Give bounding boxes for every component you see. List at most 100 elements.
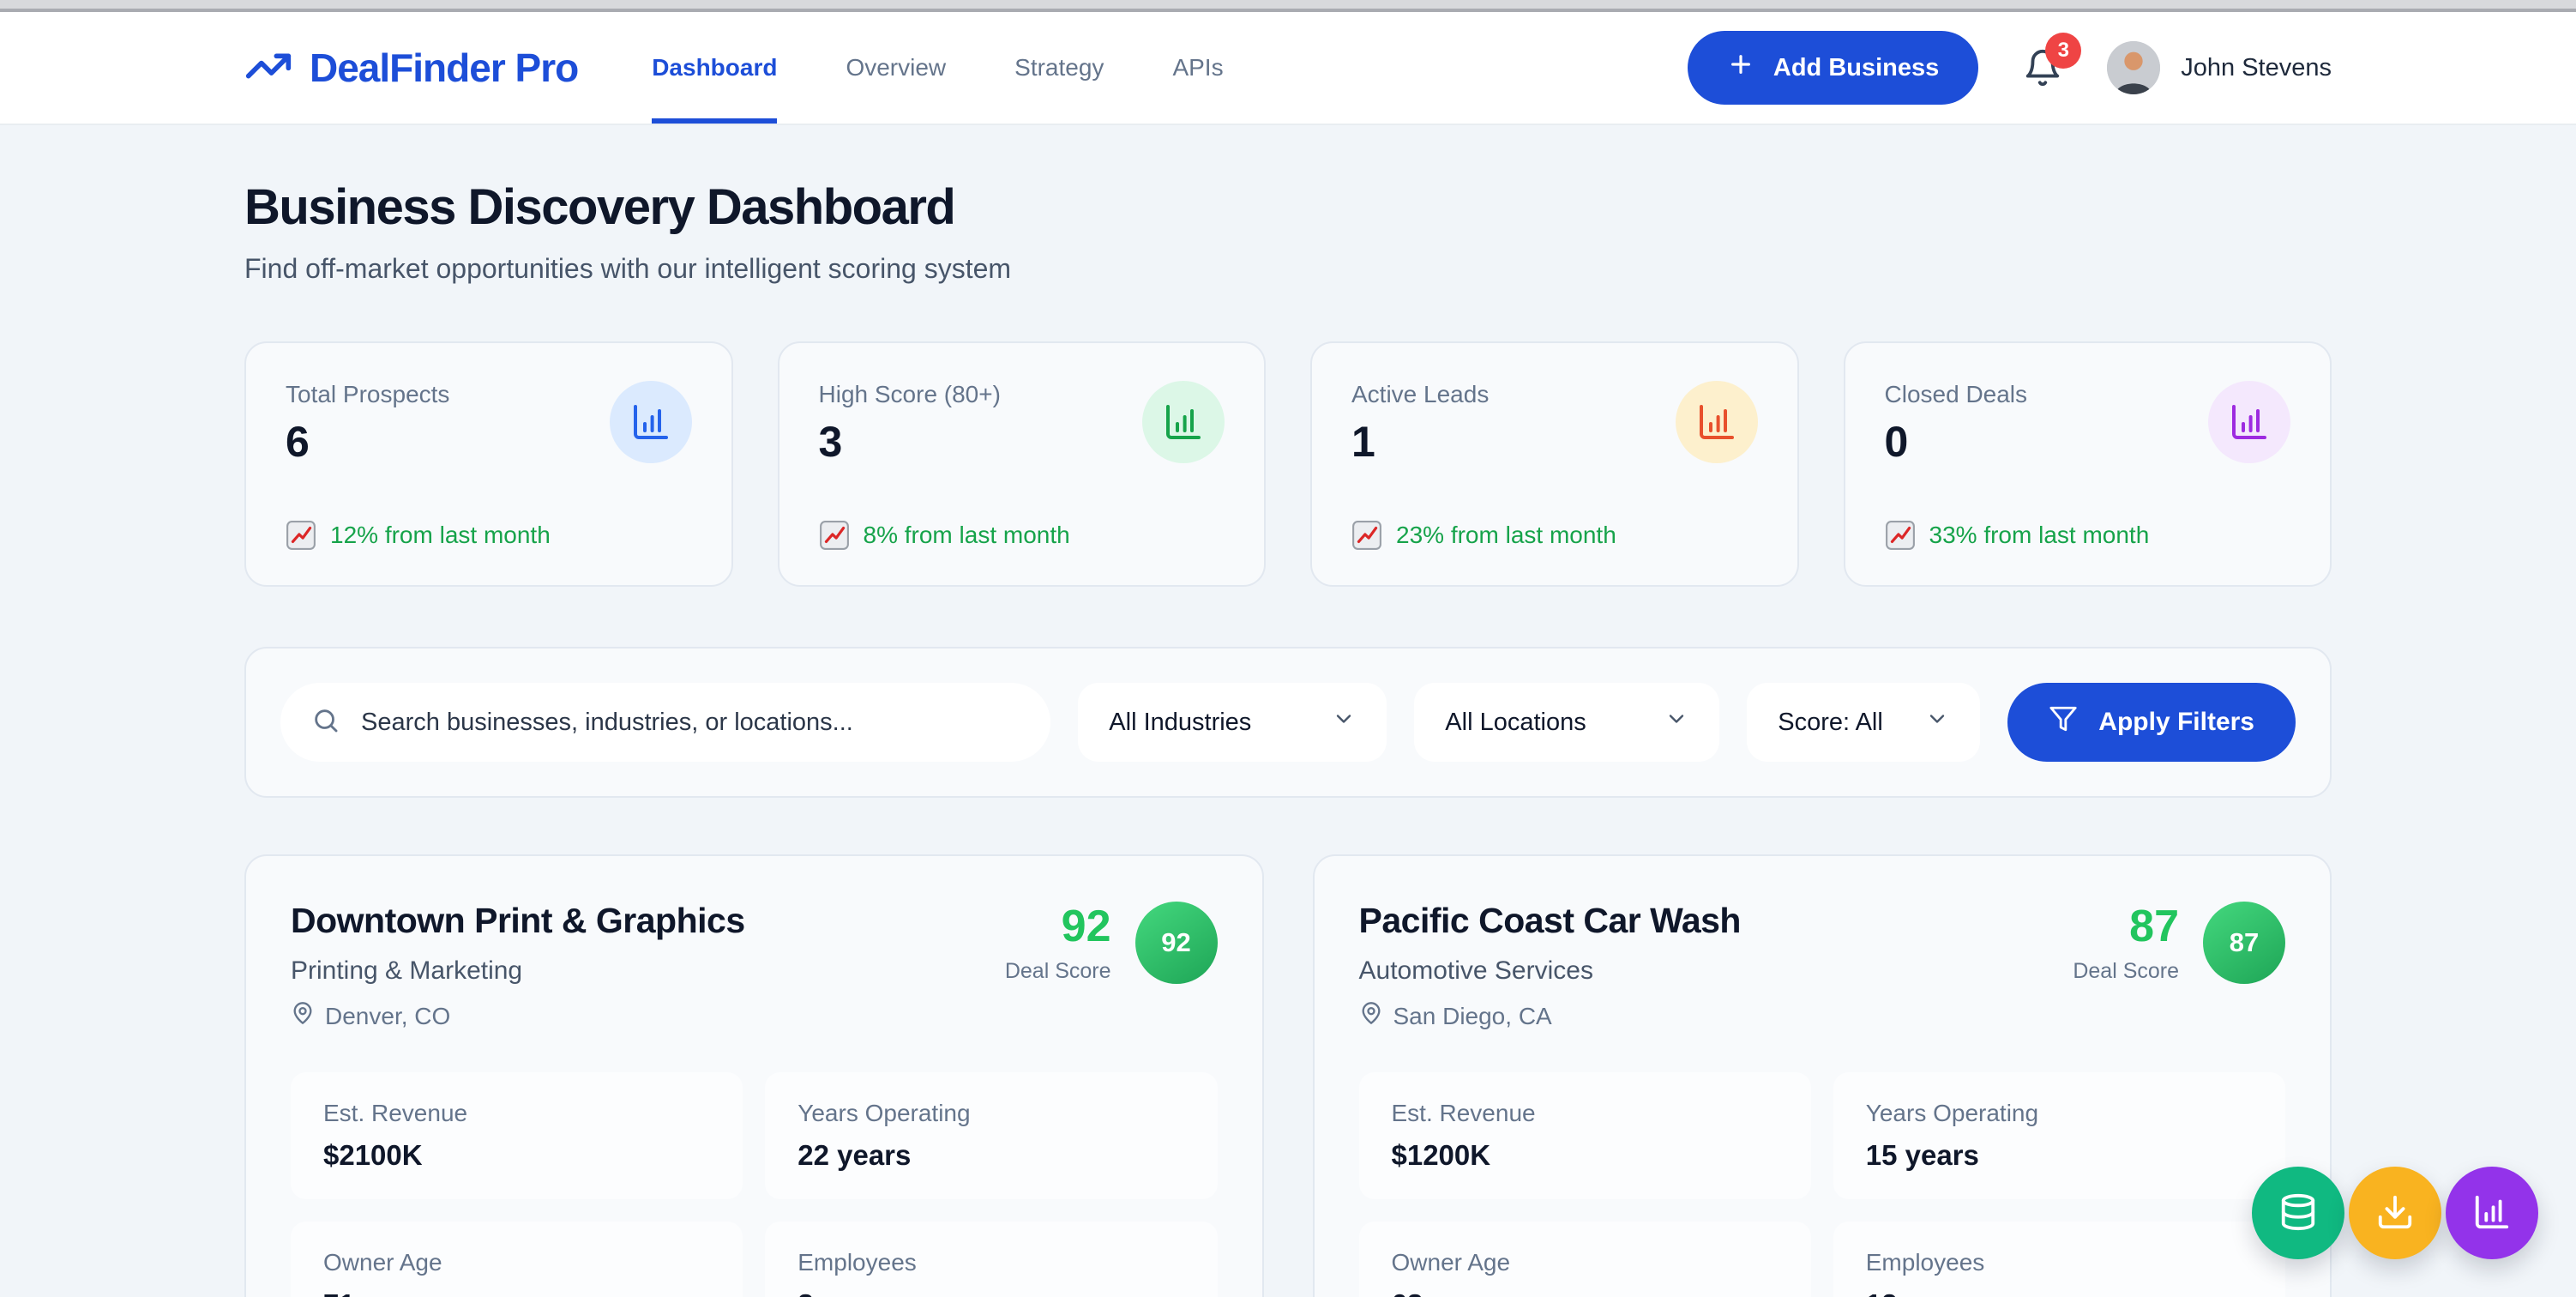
nav-tab-apis[interactable]: APIs — [1172, 12, 1223, 124]
metric-owner-age: Owner Age 68 years — [1359, 1222, 1811, 1297]
location-select-value: All Locations — [1445, 709, 1586, 737]
deal-score-value: 92 — [1005, 901, 1111, 952]
metric-years-operating: Years Operating 15 years — [1833, 1072, 2285, 1199]
business-card-downtown-print[interactable]: Downtown Print & Graphics Printing & Mar… — [244, 854, 1264, 1297]
stat-trend: 23% from last month — [1351, 520, 1616, 551]
score-select[interactable]: Score: All — [1747, 683, 1980, 762]
score-select-value: Score: All — [1778, 709, 1883, 737]
chevron-down-icon — [1332, 707, 1356, 738]
business-name: Pacific Coast Car Wash — [1359, 901, 1741, 941]
business-location: San Diego, CA — [1393, 1003, 1552, 1030]
user-name: John Stevens — [2181, 54, 2332, 82]
metric-years-operating: Years Operating 22 years — [765, 1072, 1217, 1199]
search-input[interactable] — [361, 709, 1020, 737]
add-business-label: Add Business — [1773, 54, 1939, 82]
chart-fab-button[interactable] — [2446, 1167, 2538, 1259]
database-icon — [2278, 1192, 2318, 1234]
business-card-pacific-coast[interactable]: Pacific Coast Car Wash Automotive Servic… — [1313, 854, 2332, 1297]
metric-value: 22 years — [797, 1139, 1184, 1172]
bar-chart-icon — [2208, 381, 2290, 463]
stats-row: Total Prospects 6 12% from last month Hi… — [244, 341, 2332, 587]
business-industry: Automotive Services — [1359, 956, 1741, 986]
deal-score-value: 87 — [2073, 901, 2179, 952]
metric-value: 68 years — [1392, 1288, 1779, 1297]
map-pin-icon — [291, 1001, 315, 1031]
stat-card-total-prospects: Total Prospects 6 12% from last month — [244, 341, 733, 587]
business-industry: Printing & Marketing — [291, 956, 745, 986]
chevron-down-icon — [1925, 707, 1949, 738]
dashboard-main: Business Discovery Dashboard Find off-ma… — [244, 125, 2332, 1297]
deal-score-badge: 87 — [2203, 902, 2285, 984]
metric-label: Est. Revenue — [323, 1100, 710, 1127]
map-pin-icon — [1359, 1001, 1383, 1031]
search-box — [280, 683, 1050, 762]
bar-chart-icon — [2472, 1192, 2512, 1234]
metric-label: Est. Revenue — [1392, 1100, 1779, 1127]
user-menu[interactable]: John Stevens — [2107, 41, 2332, 94]
apply-filters-button[interactable]: Apply Filters — [2007, 683, 2296, 762]
metric-employees: Employees 8 — [765, 1222, 1217, 1297]
nav-tab-dashboard[interactable]: Dashboard — [652, 12, 777, 124]
stat-trend-text: 33% from last month — [1929, 522, 2150, 549]
stat-trend: 8% from last month — [819, 520, 1070, 551]
filter-funnel-icon — [2049, 704, 2078, 740]
metric-label: Owner Age — [323, 1249, 710, 1276]
stat-trend-text: 8% from last month — [864, 522, 1070, 549]
add-business-button[interactable]: Add Business — [1688, 31, 1978, 105]
notifications-button[interactable]: 3 — [2023, 48, 2062, 87]
notification-badge: 3 — [2045, 33, 2081, 69]
window-chrome-strip — [0, 0, 2576, 12]
chart-increasing-icon — [1885, 520, 1916, 551]
metric-est-revenue: Est. Revenue $2100K — [291, 1072, 743, 1199]
top-navigation-bar: DealFinder Pro Dashboard Overview Strate… — [0, 12, 2576, 125]
deal-score-label: Deal Score — [2073, 959, 2179, 984]
metric-est-revenue: Est. Revenue $1200K — [1359, 1072, 1811, 1199]
stat-card-high-score: High Score (80+) 3 8% from last month — [778, 341, 1267, 587]
apply-filters-label: Apply Filters — [2098, 708, 2254, 737]
metric-label: Years Operating — [1866, 1100, 2253, 1127]
stat-card-closed-deals: Closed Deals 0 33% from last month — [1844, 341, 2332, 587]
metric-value: $2100K — [323, 1139, 710, 1172]
metric-label: Employees — [797, 1249, 1184, 1276]
download-fab-button[interactable] — [2349, 1167, 2441, 1259]
business-location: Denver, CO — [325, 1003, 450, 1030]
chart-increasing-icon — [1351, 520, 1382, 551]
bar-chart-icon — [610, 381, 692, 463]
plus-icon — [1727, 51, 1754, 85]
brand-logo[interactable]: DealFinder Pro — [244, 42, 578, 94]
stat-trend: 33% from last month — [1885, 520, 2150, 551]
stat-card-active-leads: Active Leads 1 23% from last month — [1310, 341, 1799, 587]
deal-score-badge: 92 — [1135, 902, 1218, 984]
nav-tab-overview[interactable]: Overview — [846, 12, 946, 124]
stat-trend: 12% from last month — [286, 520, 551, 551]
metric-owner-age: Owner Age 71 years — [291, 1222, 743, 1297]
business-results-grid: Downtown Print & Graphics Printing & Mar… — [244, 854, 2332, 1297]
chart-increasing-icon — [819, 520, 850, 551]
nav-tab-strategy[interactable]: Strategy — [1014, 12, 1104, 124]
metric-label: Employees — [1866, 1249, 2253, 1276]
download-icon — [2375, 1192, 2415, 1234]
bar-chart-icon — [1676, 381, 1758, 463]
metric-value: 15 years — [1866, 1139, 2253, 1172]
database-fab-button[interactable] — [2252, 1167, 2344, 1259]
metric-employees: Employees 12 — [1833, 1222, 2285, 1297]
main-nav: Dashboard Overview Strategy APIs — [652, 12, 1223, 124]
stat-trend-text: 12% from last month — [330, 522, 551, 549]
metric-value: 12 — [1866, 1288, 2253, 1297]
avatar — [2107, 41, 2160, 94]
industry-select-value: All Industries — [1109, 709, 1251, 737]
filter-bar: All Industries All Locations Score: All — [244, 647, 2332, 798]
page-title: Business Discovery Dashboard — [244, 178, 2332, 236]
metric-label: Years Operating — [797, 1100, 1184, 1127]
floating-action-buttons — [2252, 1167, 2538, 1259]
bar-chart-icon — [1142, 381, 1225, 463]
stat-trend-text: 23% from last month — [1396, 522, 1616, 549]
metric-value: 71 years — [323, 1288, 710, 1297]
chevron-down-icon — [1664, 707, 1688, 738]
chart-increasing-icon — [286, 520, 316, 551]
trending-up-icon — [244, 42, 292, 94]
location-select[interactable]: All Locations — [1414, 683, 1719, 762]
brand-name: DealFinder Pro — [310, 45, 578, 91]
page-subtitle: Find off-market opportunities with our i… — [244, 253, 2332, 285]
industry-select[interactable]: All Industries — [1078, 683, 1387, 762]
